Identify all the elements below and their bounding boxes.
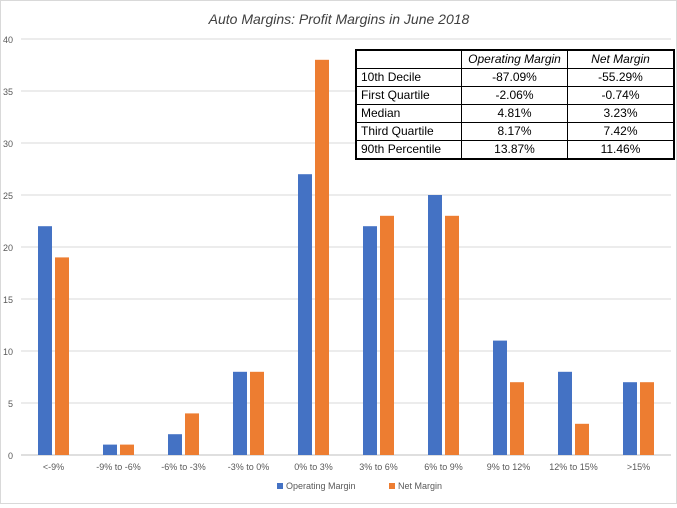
table-row: 10th Decile -87.09% -55.29% [355, 68, 675, 87]
bar-operating-1 [103, 444, 117, 455]
y-tick-label: 25 [3, 191, 13, 201]
table-header-row: Operating Margin Net Margin [355, 49, 675, 69]
x-tick-label: >15% [627, 462, 650, 472]
y-tick-label: 5 [8, 399, 13, 409]
table-cell: 4.81% [461, 104, 568, 123]
y-tick-label: 15 [3, 295, 13, 305]
table-cell: 8.17% [461, 122, 568, 141]
bar-net-5 [380, 215, 394, 455]
bar-net-6 [445, 215, 459, 455]
table-header-operating: Operating Margin [461, 49, 568, 69]
bar-net-1 [120, 444, 134, 455]
x-tick-label: 12% to 15% [549, 462, 598, 472]
bar-operating-4 [298, 174, 312, 455]
table-header-net: Net Margin [567, 49, 675, 69]
bar-net-3 [250, 371, 264, 455]
bar-operating-5 [363, 226, 377, 455]
table-row: Median 4.81% 3.23% [355, 104, 675, 123]
x-tick-label: -3% to 0% [228, 462, 270, 472]
x-tick-label: -9% to -6% [96, 462, 141, 472]
legend-swatch [389, 483, 395, 489]
bar-operating-3 [233, 371, 247, 455]
x-tick-label: -6% to -3% [161, 462, 206, 472]
y-tick-label: 0 [8, 451, 13, 461]
table-cell: 13.87% [461, 140, 568, 160]
table-cell: -55.29% [567, 68, 675, 87]
chart-title: Auto Margins: Profit Margins in June 201… [208, 11, 470, 27]
table-row: 90th Percentile 13.87% 11.46% [355, 140, 675, 160]
x-tick-label: 3% to 6% [359, 462, 398, 472]
y-axis-ticks: 0 5 10 15 20 25 30 35 40 [3, 35, 13, 461]
x-tick-label: 0% to 3% [294, 462, 333, 472]
bar-net-0 [55, 257, 69, 455]
table-cell: 3.23% [567, 104, 675, 123]
bar-operating-6 [428, 195, 442, 455]
bar-operating-8 [558, 371, 572, 455]
y-tick-label: 40 [3, 35, 13, 45]
bar-operating-2 [168, 434, 182, 455]
table-cell: Third Quartile [355, 122, 462, 141]
bar-net-4 [315, 59, 329, 456]
table-cell: Median [355, 104, 462, 123]
table-cell: -87.09% [461, 68, 568, 87]
table-cell: 7.42% [567, 122, 675, 141]
x-axis-ticks: <-9% -9% to -6% -6% to -3% -3% to 0% 0% to 3… [43, 462, 650, 472]
table-cell: 11.46% [567, 140, 675, 160]
table-cell: -2.06% [461, 86, 568, 105]
table-cell: 90th Percentile [355, 140, 462, 160]
table-cell: First Quartile [355, 86, 462, 105]
y-tick-label: 35 [3, 87, 13, 97]
table-header-blank [355, 49, 462, 69]
x-tick-label: 6% to 9% [424, 462, 463, 472]
y-tick-label: 10 [3, 347, 13, 357]
bar-net-8 [575, 423, 589, 455]
table-cell: -0.74% [567, 86, 675, 105]
legend-label: Operating Margin [286, 481, 356, 491]
y-tick-label: 30 [3, 139, 13, 149]
table-row: Third Quartile 8.17% 7.42% [355, 122, 675, 141]
summary-table: Operating Margin Net Margin 10th Decile … [355, 49, 675, 160]
bar-net-7 [510, 382, 524, 455]
x-tick-label: <-9% [43, 462, 64, 472]
legend: Operating Margin Net Margin [277, 481, 442, 491]
y-tick-label: 20 [3, 243, 13, 253]
x-tick-label: 9% to 12% [487, 462, 531, 472]
bar-net-9 [640, 382, 654, 455]
bar-operating-9 [623, 382, 637, 455]
legend-label: Net Margin [398, 481, 442, 491]
bars [38, 59, 654, 456]
table-cell: 10th Decile [355, 68, 462, 87]
legend-swatch [277, 483, 283, 489]
bar-operating-7 [493, 340, 507, 455]
bar-operating-0 [38, 226, 52, 455]
table-row: First Quartile -2.06% -0.74% [355, 86, 675, 105]
bar-net-2 [185, 413, 199, 455]
